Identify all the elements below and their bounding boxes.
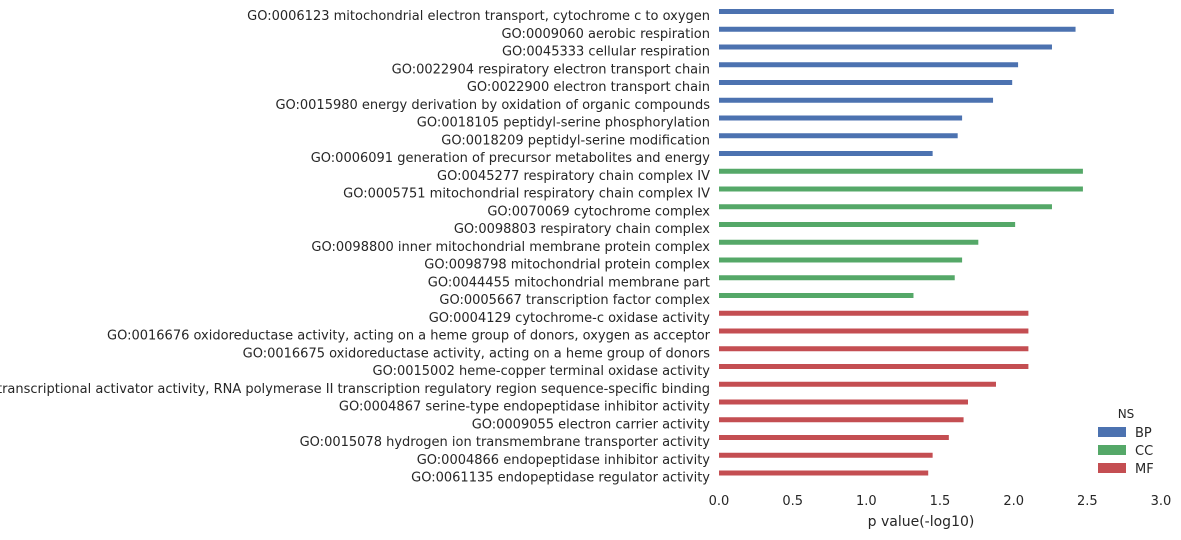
bar: [719, 435, 949, 440]
bar: [719, 293, 914, 298]
bar: [719, 364, 1029, 369]
bar: [719, 452, 933, 458]
category-label: GO:0098803 respiratory chain complex: [454, 222, 710, 237]
category-label: GO:0001228 transcriptional activator act…: [0, 382, 710, 397]
category-label: GO:0004866 endopeptidase inhibitor activ…: [417, 453, 711, 468]
category-label: GO:0045333 cellular respiration: [502, 45, 710, 60]
category-label: GO:0018105 peptidyl-serine phosphorylati…: [417, 116, 710, 131]
bar: [719, 381, 996, 387]
category-label: GO:0009060 aerobic respiration: [501, 27, 710, 42]
bar: [719, 204, 1052, 210]
bar: [719, 115, 963, 121]
legend-swatch: [1098, 427, 1126, 437]
bar: [719, 310, 1029, 316]
bar: [719, 62, 1019, 68]
bar: [719, 222, 1016, 227]
category-label: GO:0006123 mitochondrial electron transp…: [247, 9, 710, 24]
x-tick-label: 0.5: [782, 494, 803, 509]
category-label: GO:0004867 serine-type endopeptidase inh…: [339, 400, 710, 415]
x-tick-label: 2.5: [1077, 494, 1098, 509]
legend-label: MF: [1135, 462, 1154, 477]
category-labels: GO:0006123 mitochondrial electron transp…: [0, 9, 711, 486]
bar: [719, 9, 1114, 14]
bar: [719, 346, 1029, 352]
category-label: GO:0015078 hydrogen ion transmembrane tr…: [300, 435, 711, 450]
category-label: GO:0098798 mitochondrial protein complex: [424, 258, 710, 273]
category-label: GO:0016675 oxidoreductase activity, acti…: [243, 346, 711, 361]
legend: NS BP CC MF: [1098, 407, 1154, 477]
category-label: GO:0070069 cytochrome complex: [487, 204, 710, 219]
category-label: GO:0015980 energy derivation by oxidatio…: [275, 98, 710, 113]
bar: [719, 399, 968, 405]
x-tick-labels: 0.0 0.5 1.0 1.5 2.0 2.5 3.0: [709, 494, 1172, 509]
category-label: GO:0045277 respiratory chain complex IV: [437, 169, 710, 184]
category-label: GO:0022904 respiratory electron transpor…: [392, 62, 710, 77]
category-label: GO:0004129 cytochrome-c oxidase activity: [429, 311, 711, 326]
category-label: GO:0022900 electron transport chain: [467, 80, 710, 95]
x-tick-label: 1.5: [930, 494, 951, 509]
bar: [719, 470, 929, 476]
x-tick-label: 1.0: [856, 494, 877, 509]
category-label: GO:0005751 mitochondrial respiratory cha…: [343, 187, 710, 202]
x-tick-label: 0.0: [709, 494, 730, 509]
legend-label: BP: [1135, 426, 1152, 441]
bar: [719, 97, 994, 103]
bar: [719, 328, 1029, 334]
bar: [719, 257, 963, 263]
bar: [719, 417, 964, 423]
category-label: GO:0061135 endopeptidase regulator activ…: [411, 471, 710, 486]
bar: [719, 80, 1013, 85]
legend-label: CC: [1135, 444, 1153, 459]
bar: [719, 44, 1052, 50]
legend-swatch: [1098, 445, 1126, 455]
legend-swatch: [1098, 463, 1126, 473]
bar: [719, 133, 958, 139]
category-label: GO:0098800 inner mitochondrial membrane …: [311, 240, 710, 255]
bar: [719, 275, 955, 281]
bar: [719, 151, 933, 156]
category-label: GO:0016676 oxidoreductase activity, acti…: [107, 329, 711, 344]
bar: [719, 168, 1083, 174]
bar: [719, 239, 979, 245]
x-tick-label: 2.0: [1003, 494, 1024, 509]
x-tick-label: 3.0: [1151, 494, 1172, 509]
bar: [719, 186, 1083, 192]
x-axis-title: p value(-log10): [868, 514, 975, 530]
category-label: GO:0005667 transcription factor complex: [439, 293, 710, 308]
category-label: GO:0015002 heme-copper terminal oxidase …: [373, 364, 711, 379]
category-label: GO:0009055 electron carrier activity: [472, 417, 711, 432]
bars-group: [719, 9, 1114, 476]
category-label: GO:0006091 generation of precursor metab…: [311, 151, 711, 166]
category-label: GO:0044455 mitochondrial membrane part: [428, 275, 710, 290]
bar: [719, 26, 1076, 32]
legend-title: NS: [1118, 407, 1135, 421]
category-label: GO:0018209 peptidyl-serine modification: [441, 133, 710, 148]
